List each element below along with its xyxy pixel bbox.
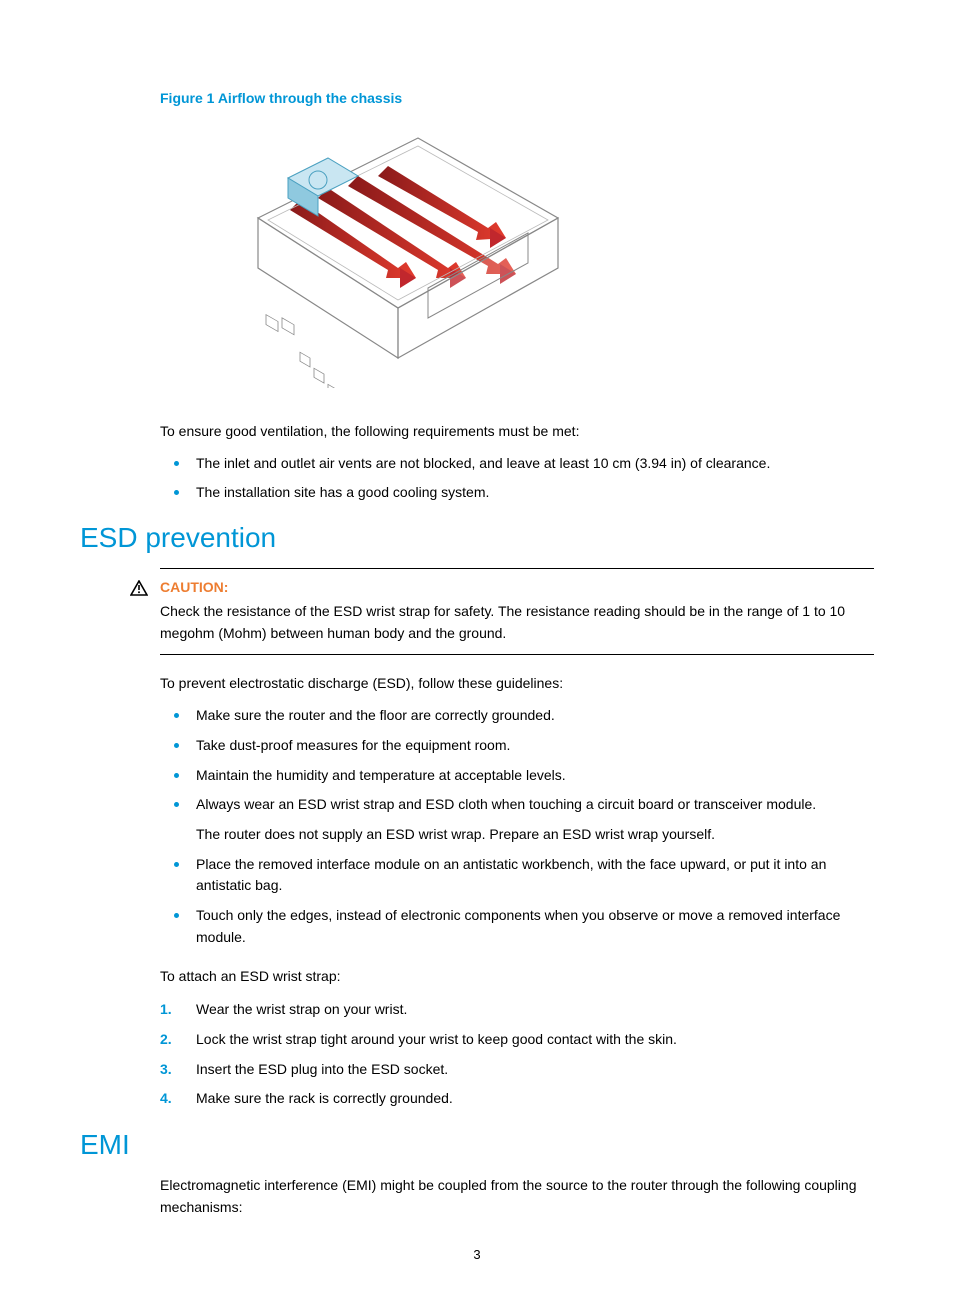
list-item: Touch only the edges, instead of electro… [160,905,874,948]
list-item: Take dust-proof measures for the equipme… [160,735,874,757]
ventilation-bullets: The inlet and outlet air vents are not b… [160,453,874,504]
esd-steps: Wear the wrist strap on your wrist. Lock… [160,998,874,1111]
step-item: Make sure the rack is correctly grounded… [160,1087,874,1111]
list-item-text: Always wear an ESD wrist strap and ESD c… [196,796,816,812]
figure-caption: Figure 1 Airflow through the chassis [160,90,874,106]
emi-intro: Electromagnetic interference (EMI) might… [160,1175,874,1218]
list-item: Always wear an ESD wrist strap and ESD c… [160,794,874,845]
list-item: The inlet and outlet air vents are not b… [160,453,874,475]
section-heading-esd: ESD prevention [80,522,874,554]
page-number: 3 [0,1247,954,1262]
esd-attach-intro: To attach an ESD wrist strap: [160,966,874,988]
caution-label: CAUTION: [160,579,874,595]
caution-box: CAUTION: Check the resistance of the ESD… [160,568,874,655]
esd-intro: To prevent electrostatic discharge (ESD)… [160,673,874,695]
step-item: Lock the wrist strap tight around your w… [160,1028,874,1052]
list-item: The installation site has a good cooling… [160,482,874,504]
ventilation-intro: To ensure good ventilation, the followin… [160,421,874,443]
figure-airflow-chassis [168,118,874,391]
list-item: Maintain the humidity and temperature at… [160,765,874,787]
section-heading-emi: EMI [80,1129,874,1161]
list-item-subtext: The router does not supply an ESD wrist … [196,824,874,846]
list-item: Place the removed interface module on an… [160,854,874,897]
chassis-airflow-icon [168,118,568,388]
step-item: Insert the ESD plug into the ESD socket. [160,1058,874,1082]
caution-icon [130,579,160,599]
document-page: Figure 1 Airflow through the chassis [0,0,954,1296]
caution-text: Check the resistance of the ESD wrist st… [160,601,874,644]
list-item: Make sure the router and the floor are c… [160,705,874,727]
content-column: Figure 1 Airflow through the chassis [160,90,874,1219]
esd-bullets: Make sure the router and the floor are c… [160,705,874,948]
step-item: Wear the wrist strap on your wrist. [160,998,874,1022]
